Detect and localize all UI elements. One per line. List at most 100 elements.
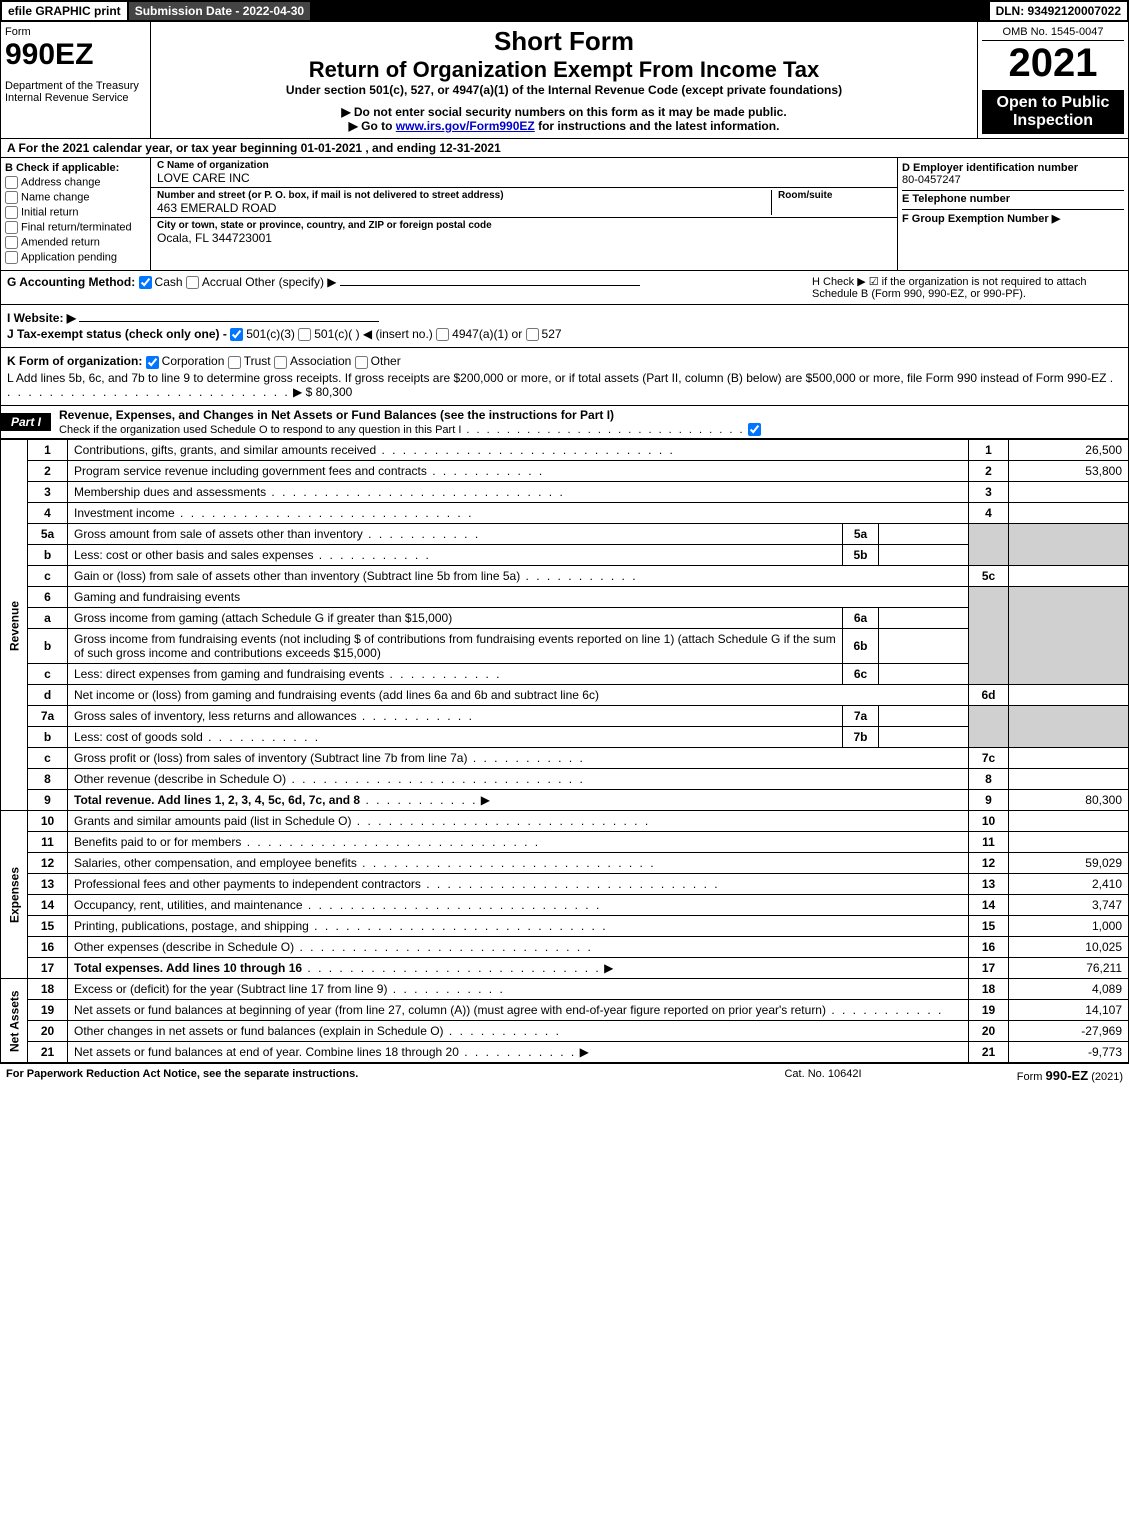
line-val [1009,748,1129,769]
k-line: K Form of organization: Corporation Trus… [7,354,1122,368]
line-desc: Other revenue (describe in Schedule O) [68,769,969,790]
line-val [1009,482,1129,503]
line-num: 12 [28,853,68,874]
lbl-accrual: Accrual [202,275,242,289]
line-ref: 18 [969,979,1009,1000]
line-ref: 3 [969,482,1009,503]
chk-amended-return[interactable]: Amended return [5,236,146,249]
line-ref: 14 [969,895,1009,916]
line-desc: Gross amount from sale of assets other t… [68,524,843,545]
table-row: b Gross income from fundraising events (… [1,629,1129,664]
chk-initial-return[interactable]: Initial return [5,206,146,219]
lbl-assoc: Association [290,354,351,368]
line-ref: 1 [969,440,1009,461]
line-desc: Grants and similar amounts paid (list in… [68,811,969,832]
ein-label: D Employer identification number [902,162,1124,174]
table-row: 20 Other changes in net assets or fund b… [1,1021,1129,1042]
line-num: b [28,727,68,748]
col-def: D Employer identification number 80-0457… [898,158,1128,270]
line-val: 3,747 [1009,895,1129,916]
table-row: Net Assets 18 Excess or (deficit) for th… [1,979,1129,1000]
table-row: 13 Professional fees and other payments … [1,874,1129,895]
lbl-trust: Trust [244,354,271,368]
line-num: 6 [28,587,68,608]
room-suite: Room/suite [771,190,891,215]
chk-name-change[interactable]: Name change [5,191,146,204]
website-label: I Website: ▶ [7,311,76,325]
line-ref: 21 [969,1042,1009,1063]
top-bar: efile GRAPHIC print Submission Date - 20… [0,0,1129,22]
group-exemption-label: F Group Exemption Number ▶ [902,209,1124,225]
line-num: 16 [28,937,68,958]
line-val: 2,410 [1009,874,1129,895]
chk-association[interactable] [274,356,287,369]
chk-application-pending[interactable]: Application pending [5,251,146,264]
shade-cell [969,524,1009,566]
line-num: b [28,545,68,566]
shade-cell [1009,524,1129,566]
part1-title: Revenue, Expenses, and Changes in Net As… [51,406,1128,439]
footer-left: For Paperwork Reduction Act Notice, see … [6,1068,723,1083]
ij-block: I Website: ▶ J Tax-exempt status (check … [0,305,1129,348]
line-ref: 4 [969,503,1009,524]
line-ref: 19 [969,1000,1009,1021]
city: Ocala, FL 344723001 [157,231,272,245]
line-ref: 10 [969,811,1009,832]
line-num: 5a [28,524,68,545]
chk-trust[interactable] [228,356,241,369]
goto-post: for instructions and the latest informat… [535,119,780,133]
table-row: 3 Membership dues and assessments 3 [1,482,1129,503]
line-desc: Net income or (loss) from gaming and fun… [68,685,969,706]
line-num: 17 [28,958,68,979]
table-row: 19 Net assets or fund balances at beginn… [1,1000,1129,1021]
lbl-other-org: Other [371,354,401,368]
chk-final-return[interactable]: Final return/terminated [5,221,146,234]
chk-other-org[interactable] [355,356,368,369]
line-num: 2 [28,461,68,482]
chk-527[interactable] [526,328,539,341]
table-row: 7a Gross sales of inventory, less return… [1,706,1129,727]
line-num: 7a [28,706,68,727]
other-specify-input[interactable] [340,285,640,286]
line-desc: Total expenses. Add lines 10 through 16 [68,958,969,979]
chk-501c3[interactable] [230,328,243,341]
col-b-header: B Check if applicable: [5,162,146,174]
website-input[interactable] [79,321,379,322]
lbl-527: 527 [542,327,562,341]
chk-cash[interactable] [139,276,152,289]
line-num: 14 [28,895,68,916]
ein: 80-0457247 [902,174,1124,186]
chk-501c[interactable] [298,328,311,341]
room-label: Room/suite [778,190,891,201]
line-num: c [28,748,68,769]
revenue-label: Revenue [1,440,28,811]
line-desc: Contributions, gifts, grants, and simila… [68,440,969,461]
open-inspection: Open to Public Inspection [982,90,1124,134]
chk-address-change[interactable]: Address change [5,176,146,189]
header-center: Short Form Return of Organization Exempt… [151,22,978,138]
table-row: a Gross income from gaming (attach Sched… [1,608,1129,629]
lbl-501c: 501(c)( ) ◀ (insert no.) [314,327,433,341]
table-row: Revenue 1 Contributions, gifts, grants, … [1,440,1129,461]
chk-4947[interactable] [436,328,449,341]
line-desc: Other changes in net assets or fund bala… [68,1021,969,1042]
shade-cell [1009,706,1129,748]
header-left: Form 990EZ Department of the Treasury In… [1,22,151,138]
tax-year: 2021 [982,41,1124,86]
line-num: 10 [28,811,68,832]
efile-print[interactable]: efile GRAPHIC print [2,2,127,20]
line-desc: Excess or (deficit) for the year (Subtra… [68,979,969,1000]
lbl-501c3: 501(c)(3) [246,327,295,341]
shade-cell [969,587,1009,685]
line-desc: Occupancy, rent, utilities, and maintena… [68,895,969,916]
table-row: c Gain or (loss) from sale of assets oth… [1,566,1129,587]
line-desc: Membership dues and assessments [68,482,969,503]
irs-link[interactable]: www.irs.gov/Form990EZ [396,119,535,133]
chk-schedule-o[interactable] [748,423,761,436]
line-ref: 12 [969,853,1009,874]
line-num: c [28,664,68,685]
chk-corporation[interactable] [146,356,159,369]
part1-tab: Part I [1,413,51,431]
chk-accrual[interactable] [186,276,199,289]
form-header: Form 990EZ Department of the Treasury In… [0,22,1129,139]
